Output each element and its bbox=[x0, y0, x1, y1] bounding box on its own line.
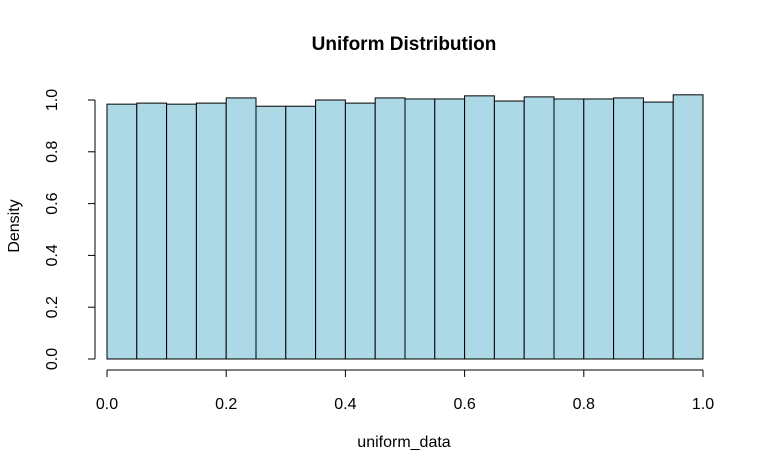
histogram-bar bbox=[642, 101, 674, 360]
y-tick-label: 0.6 bbox=[44, 192, 61, 214]
y-axis-label: Density bbox=[6, 199, 23, 252]
histogram-bar bbox=[523, 96, 555, 360]
histogram-bar bbox=[195, 102, 227, 360]
histogram-bar bbox=[255, 105, 287, 360]
histogram-bar bbox=[613, 97, 644, 360]
histogram-bar bbox=[672, 94, 704, 360]
bars-group bbox=[106, 94, 704, 360]
y-tick-label: 0.4 bbox=[44, 244, 61, 266]
histogram-bar bbox=[106, 103, 138, 360]
histogram-bar bbox=[493, 100, 525, 360]
histogram-bar bbox=[166, 103, 197, 360]
x-tick-label: 0.4 bbox=[334, 396, 356, 413]
histogram-bar bbox=[404, 98, 436, 360]
histogram-bar bbox=[285, 105, 317, 360]
y-tick-label: 1.0 bbox=[44, 89, 61, 111]
histogram-bar bbox=[583, 98, 615, 360]
histogram-bar bbox=[136, 102, 168, 360]
x-tick-label: 0.6 bbox=[453, 396, 475, 413]
histogram-bar bbox=[553, 98, 585, 360]
y-tick-label: 0.0 bbox=[44, 348, 61, 370]
histogram-bar bbox=[464, 95, 495, 360]
y-tick-label: 0.8 bbox=[44, 141, 61, 163]
histogram-bar bbox=[434, 98, 466, 360]
chart-title: Uniform Distribution bbox=[312, 34, 497, 55]
x-axis-label: uniform_data bbox=[357, 434, 450, 451]
y-axis: 0.0 0.2 0.4 0.6 0.8 1.0 bbox=[44, 89, 96, 370]
x-tick-label: 0.0 bbox=[96, 396, 118, 413]
x-tick-label: 0.8 bbox=[573, 396, 595, 413]
histogram-bar bbox=[344, 102, 376, 360]
y-tick-label: 0.2 bbox=[44, 296, 61, 318]
histogram-bar bbox=[225, 97, 257, 360]
x-tick-label: 1.0 bbox=[692, 396, 714, 413]
histogram-bar bbox=[374, 97, 406, 360]
x-axis: 0.0 0.2 0.4 0.6 0.8 1.0 bbox=[96, 369, 714, 413]
histogram-bar bbox=[315, 99, 346, 360]
x-tick-label: 0.2 bbox=[215, 396, 237, 413]
